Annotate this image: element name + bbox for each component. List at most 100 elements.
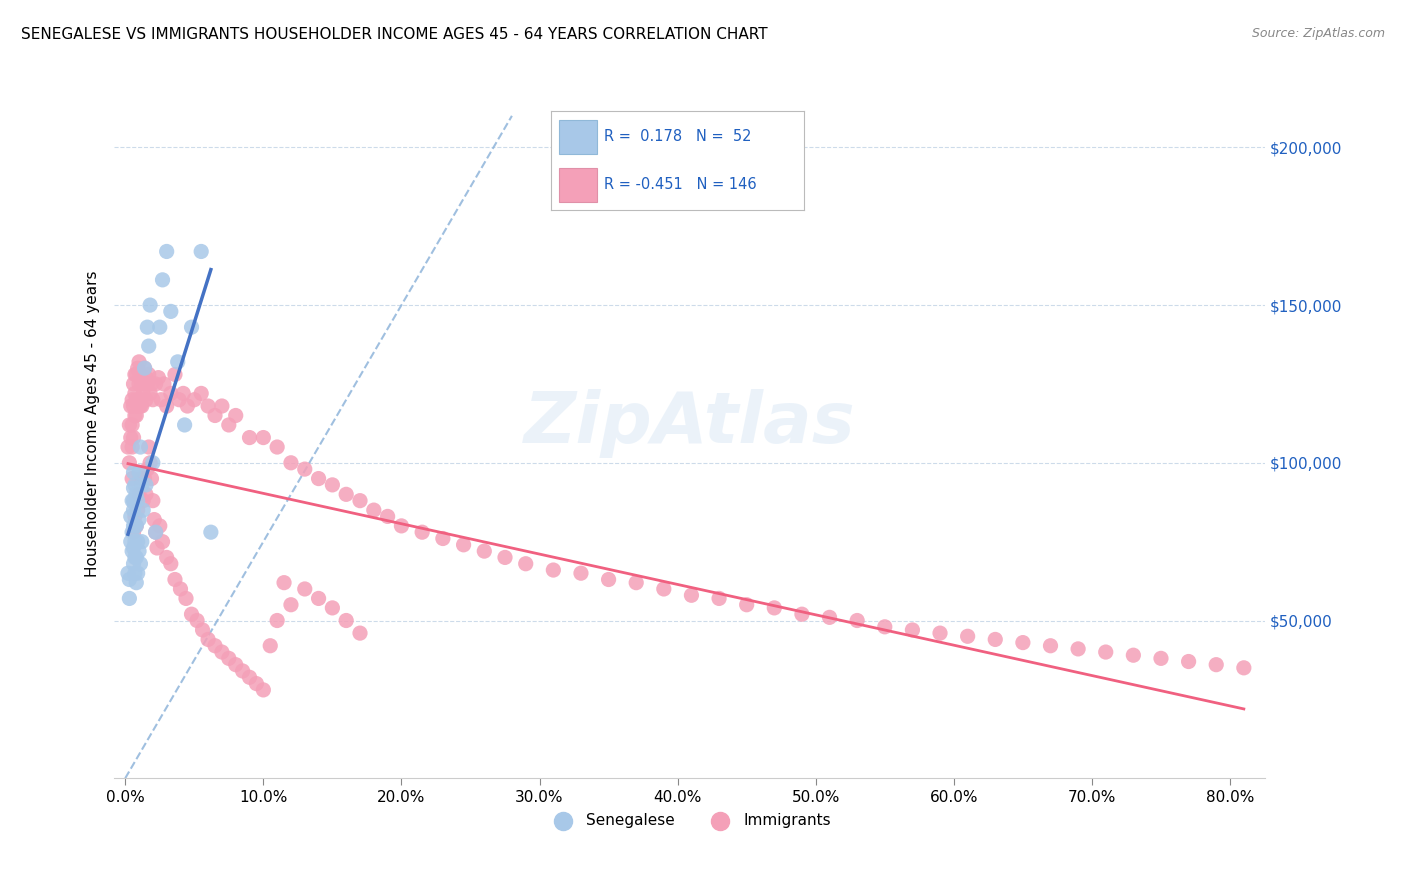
Point [494, 550, 516, 565]
Point [190, 386, 212, 401]
Point [163, 368, 186, 382]
Point [143, 512, 166, 526]
Point [124, 386, 146, 401]
Point [349, 626, 371, 640]
Point [200, 525, 222, 540]
Point [218, 651, 240, 665]
Point [128, 487, 150, 501]
Point [1150, 651, 1173, 665]
Point [245, 676, 267, 690]
Point [156, 399, 179, 413]
Point [121, 440, 143, 454]
Point [335, 487, 357, 501]
Point [128, 399, 150, 413]
Point [159, 386, 181, 401]
Point [118, 456, 141, 470]
Point [138, 440, 160, 454]
Point [122, 557, 145, 571]
Point [294, 462, 316, 476]
Point [149, 519, 172, 533]
Point [259, 639, 281, 653]
Point [153, 376, 176, 391]
Point [136, 462, 159, 476]
Point [129, 440, 152, 454]
Point [124, 566, 146, 581]
Point [873, 620, 896, 634]
Point [163, 573, 186, 587]
Point [124, 409, 146, 423]
Point [280, 598, 302, 612]
Point [225, 657, 247, 672]
Point [125, 392, 148, 407]
Point [129, 557, 152, 571]
Point [1094, 645, 1116, 659]
Point [159, 304, 181, 318]
Point [273, 575, 295, 590]
Point [790, 607, 813, 622]
Point [818, 610, 841, 624]
Point [139, 298, 162, 312]
Point [1012, 635, 1035, 649]
Point [211, 645, 233, 659]
Point [956, 629, 979, 643]
Point [321, 478, 343, 492]
Point [846, 614, 869, 628]
Point [118, 591, 141, 606]
Point [735, 598, 758, 612]
Point [145, 376, 167, 391]
Point [145, 525, 167, 540]
Point [266, 614, 288, 628]
Point [120, 509, 142, 524]
Point [124, 534, 146, 549]
Point [156, 550, 179, 565]
Point [652, 582, 675, 596]
Point [134, 361, 156, 376]
Point [125, 519, 148, 533]
Point [204, 639, 226, 653]
Point [432, 532, 454, 546]
Point [135, 392, 157, 407]
Point [135, 487, 157, 501]
Point [127, 503, 149, 517]
Point [191, 623, 214, 637]
Point [122, 376, 145, 391]
Point [152, 534, 174, 549]
Point [252, 682, 274, 697]
Point [169, 582, 191, 596]
Point [139, 456, 162, 470]
Point [172, 386, 194, 401]
Point [1122, 648, 1144, 663]
Point [125, 550, 148, 565]
Point [139, 386, 162, 401]
Point [197, 399, 219, 413]
Point [901, 623, 924, 637]
Point [135, 478, 157, 492]
Point [141, 472, 163, 486]
Point [391, 519, 413, 533]
Point [190, 244, 212, 259]
Point [125, 487, 148, 501]
Point [1039, 639, 1062, 653]
Point [335, 614, 357, 628]
Point [124, 509, 146, 524]
Point [124, 368, 146, 382]
Point [180, 607, 202, 622]
Point [120, 431, 142, 445]
Point [472, 544, 495, 558]
Point [598, 573, 620, 587]
Point [131, 534, 153, 549]
Point [515, 557, 537, 571]
Point [124, 497, 146, 511]
Y-axis label: Householder Income Ages 45 - 64 years: Householder Income Ages 45 - 64 years [86, 270, 100, 576]
Point [124, 550, 146, 565]
Point [122, 465, 145, 479]
Point [125, 368, 148, 382]
Point [136, 320, 159, 334]
Point [121, 417, 143, 432]
Point [156, 244, 179, 259]
Point [142, 456, 165, 470]
Point [121, 472, 143, 486]
Point [125, 519, 148, 533]
Point [159, 557, 181, 571]
Point [1177, 655, 1199, 669]
